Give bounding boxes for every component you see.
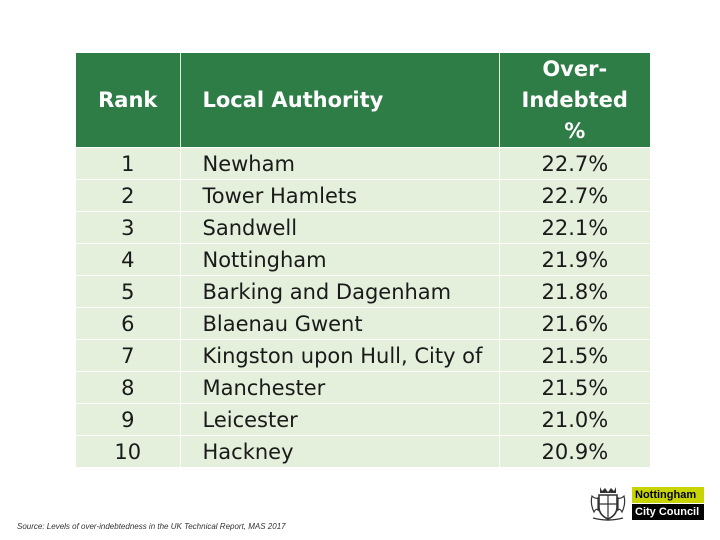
authority-cell: Nottingham bbox=[180, 243, 500, 276]
rank-cell: 7 bbox=[76, 339, 181, 372]
authority-cell: Leicester bbox=[180, 403, 500, 436]
authority-cell: Blaenau Gwent bbox=[180, 307, 500, 340]
pct-cell: 21.8% bbox=[499, 275, 650, 308]
rank-cell: 10 bbox=[76, 435, 181, 467]
table-row: 1 Newham 22.7% bbox=[76, 147, 650, 180]
table-row: 9 Leicester 21.0% bbox=[76, 403, 650, 436]
logo-line-nottingham: Nottingham bbox=[632, 487, 704, 503]
ranking-table: Rank Local Authority Over- Indebted % 1 … bbox=[76, 53, 650, 467]
pct-cell: 22.7% bbox=[499, 179, 650, 212]
pct-cell: 22.7% bbox=[499, 147, 650, 180]
pct-cell: 21.6% bbox=[499, 307, 650, 340]
pct-cell: 20.9% bbox=[499, 435, 650, 467]
header-rank: Rank bbox=[76, 53, 181, 148]
city-crest-icon bbox=[590, 487, 626, 521]
pct-cell: 21.5% bbox=[499, 339, 650, 372]
logo-line-city-council: City Council bbox=[632, 504, 704, 520]
table-row: 7 Kingston upon Hull, City of 21.5% bbox=[76, 339, 650, 372]
pct-cell: 21.0% bbox=[499, 403, 650, 436]
rank-cell: 6 bbox=[76, 307, 181, 340]
pct-cell: 22.1% bbox=[499, 211, 650, 244]
authority-cell: Kingston upon Hull, City of bbox=[180, 339, 500, 372]
table-row: 2 Tower Hamlets 22.7% bbox=[76, 179, 650, 212]
rank-cell: 8 bbox=[76, 371, 181, 404]
authority-cell: Tower Hamlets bbox=[180, 179, 500, 212]
pct-cell: 21.9% bbox=[499, 243, 650, 276]
source-note: Source: Levels of over-indebtedness in t… bbox=[17, 522, 286, 531]
authority-cell: Newham bbox=[180, 147, 500, 180]
pct-cell: 21.5% bbox=[499, 371, 650, 404]
rank-cell: 2 bbox=[76, 179, 181, 212]
rank-cell: 4 bbox=[76, 243, 181, 276]
rank-cell: 5 bbox=[76, 275, 181, 308]
table-header: Rank Local Authority Over- Indebted % bbox=[76, 53, 650, 148]
header-pct-line1: Over- bbox=[542, 56, 608, 81]
header-over-indebted: Over- Indebted % bbox=[499, 53, 650, 148]
header-pct-line3: % bbox=[564, 118, 586, 143]
table-row: 4 Nottingham 21.9% bbox=[76, 243, 650, 276]
authority-cell: Barking and Dagenham bbox=[180, 275, 500, 308]
header-row: Rank Local Authority Over- Indebted % bbox=[76, 53, 650, 148]
authority-cell: Manchester bbox=[180, 371, 500, 404]
rank-cell: 3 bbox=[76, 211, 181, 244]
header-local-authority: Local Authority bbox=[180, 53, 500, 148]
authority-cell: Hackney bbox=[180, 435, 500, 467]
over-indebtedness-table: Rank Local Authority Over- Indebted % 1 … bbox=[76, 53, 650, 467]
nottingham-city-council-logo: Nottingham City Council bbox=[588, 484, 704, 522]
table-row: 10 Hackney 20.9% bbox=[76, 435, 650, 467]
authority-cell: Sandwell bbox=[180, 211, 500, 244]
rank-cell: 9 bbox=[76, 403, 181, 436]
rank-cell: 1 bbox=[76, 147, 181, 180]
table-body: 1 Newham 22.7% 2 Tower Hamlets 22.7% 3 S… bbox=[76, 147, 650, 467]
table-row: 5 Barking and Dagenham 21.8% bbox=[76, 275, 650, 308]
table-row: 8 Manchester 21.5% bbox=[76, 371, 650, 404]
header-pct-line2: Indebted bbox=[521, 87, 628, 112]
table-row: 6 Blaenau Gwent 21.6% bbox=[76, 307, 650, 340]
table-row: 3 Sandwell 22.1% bbox=[76, 211, 650, 244]
